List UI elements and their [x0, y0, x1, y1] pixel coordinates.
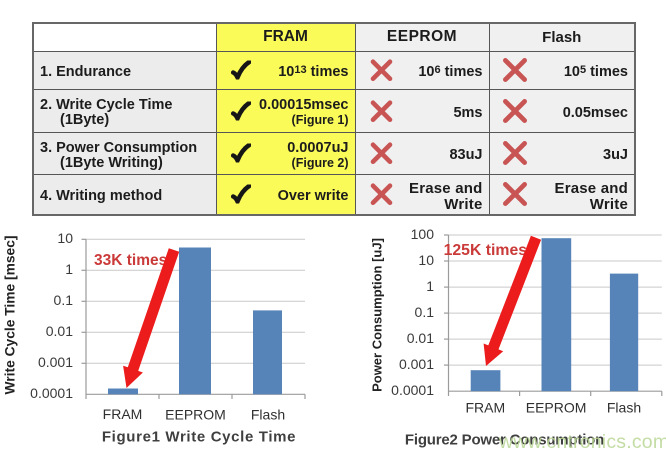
- svg-text:EEPROM: EEPROM: [526, 400, 587, 416]
- svg-text:Flash: Flash: [607, 400, 641, 416]
- svg-text:0.01: 0.01: [46, 323, 73, 339]
- svg-text:10: 10: [57, 230, 73, 246]
- svg-text:FRAM: FRAM: [465, 400, 505, 416]
- svg-text:100: 100: [411, 226, 435, 242]
- svg-text:Write Cycle Time [msec]: Write Cycle Time [msec]: [3, 236, 18, 395]
- svg-text:0.001: 0.001: [38, 354, 73, 370]
- svg-text:0.001: 0.001: [399, 356, 434, 372]
- svg-text:0.0001: 0.0001: [391, 382, 434, 398]
- svg-text:1: 1: [65, 261, 73, 277]
- svg-text:10: 10: [418, 252, 434, 268]
- svg-text:0.1: 0.1: [54, 292, 74, 308]
- svg-text:33K times: 33K times: [94, 252, 167, 269]
- svg-text:125K times: 125K times: [444, 242, 528, 259]
- svg-text:0.1: 0.1: [415, 304, 435, 320]
- svg-text:EEPROM: EEPROM: [165, 406, 226, 422]
- svg-text:Power Consumption [uJ]: Power Consumption [uJ]: [370, 238, 385, 392]
- svg-text:0.01: 0.01: [407, 330, 434, 346]
- svg-text:1: 1: [426, 278, 434, 294]
- svg-text:Figure1 Write Cycle Time: Figure1 Write Cycle Time: [102, 429, 296, 446]
- svg-text:0.0001: 0.0001: [30, 385, 73, 401]
- svg-text:Flash: Flash: [251, 406, 285, 422]
- svg-text:Figure2 Power Consumption: Figure2 Power Consumption: [405, 432, 604, 449]
- svg-text:FRAM: FRAM: [103, 406, 143, 422]
